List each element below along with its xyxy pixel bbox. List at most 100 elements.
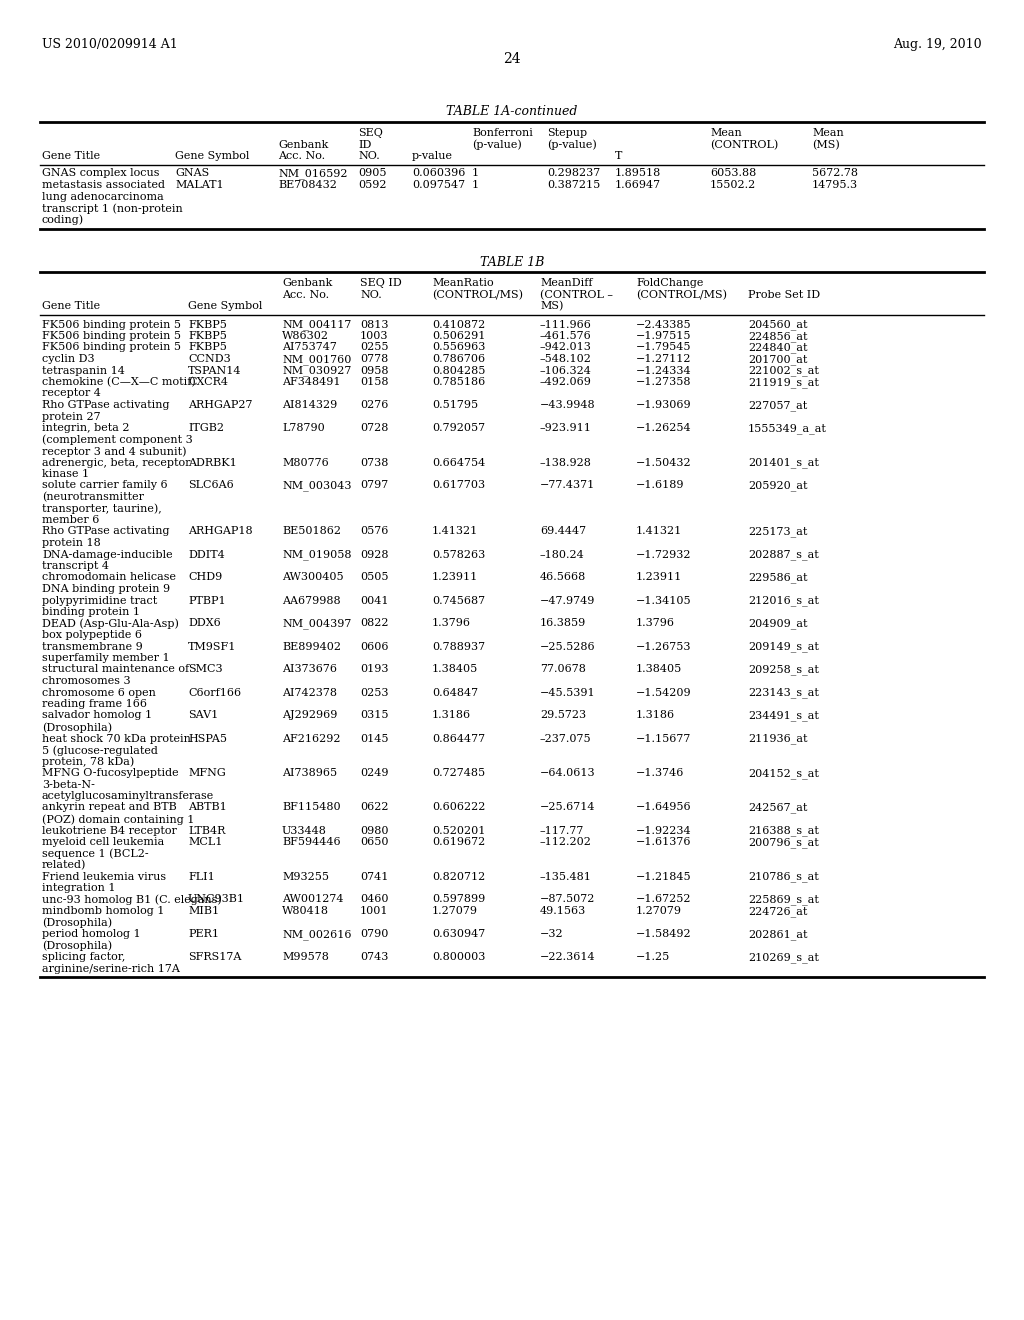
Text: 1001: 1001	[360, 906, 388, 916]
Text: 1.89518: 1.89518	[615, 169, 662, 178]
Text: chemokine (C—X—C motif): chemokine (C—X—C motif)	[42, 378, 196, 387]
Text: Gene Title: Gene Title	[42, 150, 100, 161]
Text: 5 (glucose-regulated: 5 (glucose-regulated	[42, 744, 158, 755]
Text: W80418: W80418	[282, 906, 329, 916]
Text: 212016_s_at: 212016_s_at	[748, 595, 819, 606]
Text: –180.24: –180.24	[540, 549, 585, 560]
Text: −87.5072: −87.5072	[540, 895, 595, 904]
Text: 0813: 0813	[360, 319, 388, 330]
Text: CXCR4: CXCR4	[188, 378, 228, 387]
Text: 0.597899: 0.597899	[432, 895, 485, 904]
Text: 0606: 0606	[360, 642, 388, 652]
Text: −1.26254: −1.26254	[636, 422, 691, 433]
Text: superfamily member 1: superfamily member 1	[42, 653, 170, 663]
Text: −1.21845: −1.21845	[636, 871, 691, 882]
Text: FLI1: FLI1	[188, 871, 215, 882]
Text: TM9SF1: TM9SF1	[188, 642, 237, 652]
Text: −43.9948: −43.9948	[540, 400, 596, 411]
Text: 0822: 0822	[360, 619, 388, 628]
Text: transcript 4: transcript 4	[42, 561, 109, 572]
Text: member 6: member 6	[42, 515, 99, 525]
Text: Acc. No.: Acc. No.	[282, 289, 329, 300]
Text: −1.27112: −1.27112	[636, 354, 691, 364]
Text: 0797: 0797	[360, 480, 388, 491]
Text: integrin, beta 2: integrin, beta 2	[42, 422, 129, 433]
Text: NM_016592: NM_016592	[278, 169, 347, 180]
Text: –548.102: –548.102	[540, 354, 592, 364]
Text: 1.41321: 1.41321	[636, 527, 682, 536]
Text: DDX6: DDX6	[188, 619, 221, 628]
Text: (Drosophila): (Drosophila)	[42, 722, 112, 733]
Text: BF594446: BF594446	[282, 837, 341, 847]
Text: 0.788937: 0.788937	[432, 642, 485, 652]
Text: 1003: 1003	[360, 331, 388, 341]
Text: 0.630947: 0.630947	[432, 929, 485, 939]
Text: −1.34105: −1.34105	[636, 595, 691, 606]
Text: −47.9749: −47.9749	[540, 595, 595, 606]
Text: 0778: 0778	[360, 354, 388, 364]
Text: 224726_at: 224726_at	[748, 906, 807, 916]
Text: Rho GTPase activating: Rho GTPase activating	[42, 527, 170, 536]
Text: –492.069: –492.069	[540, 378, 592, 387]
Text: −25.6714: −25.6714	[540, 803, 596, 813]
Text: −1.64956: −1.64956	[636, 803, 691, 813]
Text: 211936_at: 211936_at	[748, 734, 808, 744]
Text: ARHGAP18: ARHGAP18	[188, 527, 253, 536]
Text: 200796_s_at: 200796_s_at	[748, 837, 819, 847]
Text: chromosomes 3: chromosomes 3	[42, 676, 131, 686]
Text: −1.6189: −1.6189	[636, 480, 684, 491]
Text: NM_002616: NM_002616	[282, 929, 351, 940]
Text: (p-value): (p-value)	[547, 140, 597, 150]
Text: 1.41321: 1.41321	[432, 527, 478, 536]
Text: DEAD (Asp-Glu-Ala-Asp): DEAD (Asp-Glu-Ala-Asp)	[42, 619, 179, 630]
Text: 209258_s_at: 209258_s_at	[748, 664, 819, 676]
Text: 221002_s_at: 221002_s_at	[748, 366, 819, 376]
Text: 0460: 0460	[360, 895, 388, 904]
Text: MFNG: MFNG	[188, 768, 225, 777]
Text: –112.202: –112.202	[540, 837, 592, 847]
Text: (CONTROL/MS): (CONTROL/MS)	[636, 289, 727, 300]
Text: −2.43385: −2.43385	[636, 319, 691, 330]
Text: 0.097547: 0.097547	[412, 180, 465, 190]
Text: −1.79545: −1.79545	[636, 342, 691, 352]
Text: −1.3746: −1.3746	[636, 768, 684, 777]
Text: leukotriene B4 receptor: leukotriene B4 receptor	[42, 825, 177, 836]
Text: protein, 78 kDa): protein, 78 kDa)	[42, 756, 134, 767]
Text: 209149_s_at: 209149_s_at	[748, 642, 819, 652]
Text: TABLE 1B: TABLE 1B	[480, 256, 544, 269]
Text: 0.820712: 0.820712	[432, 871, 485, 882]
Text: 6053.88: 6053.88	[710, 169, 757, 178]
Text: Gene Title: Gene Title	[42, 301, 100, 312]
Text: 0.745687: 0.745687	[432, 595, 485, 606]
Text: 242567_at: 242567_at	[748, 803, 807, 813]
Text: polypyrimidine tract: polypyrimidine tract	[42, 595, 158, 606]
Text: 0255: 0255	[360, 342, 388, 352]
Text: MeanDiff: MeanDiff	[540, 279, 593, 288]
Text: DNA-damage-inducible: DNA-damage-inducible	[42, 549, 173, 560]
Text: 1.66947: 1.66947	[615, 180, 662, 190]
Text: transmembrane 9: transmembrane 9	[42, 642, 142, 652]
Text: protein 18: protein 18	[42, 539, 100, 548]
Text: 0.51795: 0.51795	[432, 400, 478, 411]
Text: AI742378: AI742378	[282, 688, 337, 697]
Text: 204152_s_at: 204152_s_at	[748, 768, 819, 779]
Text: (complement component 3: (complement component 3	[42, 434, 193, 445]
Text: NM_003043: NM_003043	[282, 480, 351, 491]
Text: FK506 binding protein 5: FK506 binding protein 5	[42, 342, 181, 352]
Text: −1.72932: −1.72932	[636, 549, 691, 560]
Text: 234491_s_at: 234491_s_at	[748, 710, 819, 721]
Text: kinase 1: kinase 1	[42, 469, 89, 479]
Text: (CONTROL –: (CONTROL –	[540, 289, 613, 300]
Text: NO.: NO.	[360, 289, 382, 300]
Text: (neurotransmitter: (neurotransmitter	[42, 492, 144, 503]
Text: FK506 binding protein 5: FK506 binding protein 5	[42, 319, 181, 330]
Text: receptor 3 and 4 subunit): receptor 3 and 4 subunit)	[42, 446, 186, 457]
Text: 5672.78: 5672.78	[812, 169, 858, 178]
Text: ABTB1: ABTB1	[188, 803, 226, 813]
Text: UNC93B1: UNC93B1	[188, 895, 245, 904]
Text: integration 1: integration 1	[42, 883, 116, 894]
Text: W86302: W86302	[282, 331, 329, 341]
Text: arginine/serine-rich 17A: arginine/serine-rich 17A	[42, 964, 180, 974]
Text: chromosome 6 open: chromosome 6 open	[42, 688, 156, 697]
Text: US 2010/0209914 A1: US 2010/0209914 A1	[42, 38, 178, 51]
